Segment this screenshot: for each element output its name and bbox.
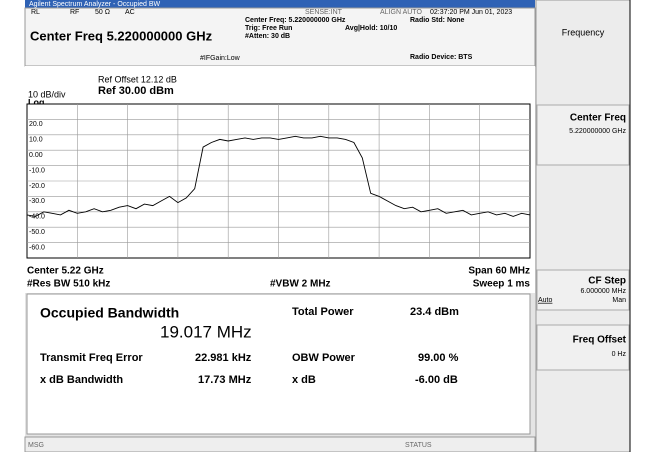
coupling: AC bbox=[125, 9, 135, 16]
obw-power-label: OBW Power bbox=[292, 352, 356, 364]
atten: #Atten: 30 dB bbox=[245, 33, 290, 40]
man[interactable]: Man bbox=[612, 297, 626, 304]
y-tick-label: 10.0 bbox=[29, 137, 43, 144]
center-freq-info: Center Freq: 5.220000000 GHz bbox=[245, 17, 346, 24]
xdb-bw-value: 17.73 MHz bbox=[198, 374, 252, 386]
span: Span 60 MHz bbox=[468, 266, 530, 277]
msg: MSG bbox=[28, 442, 44, 449]
auto[interactable]: Auto bbox=[538, 297, 553, 304]
cf-step-button[interactable]: CF Step 6.000000 MHz Auto Man bbox=[536, 269, 630, 311]
button-value[interactable]: 6.000000 MHz bbox=[580, 288, 626, 295]
results-panel bbox=[26, 293, 531, 435]
ref-level: Ref 30.00 dBm bbox=[98, 85, 174, 97]
status-bar bbox=[24, 436, 536, 452]
button-label[interactable]: CF Step bbox=[588, 276, 626, 287]
status: STATUS bbox=[405, 442, 432, 449]
impedance: 50 Ω bbox=[95, 9, 110, 16]
ref-offset: Ref Offset 12.12 dB bbox=[98, 74, 177, 84]
y-tick-label: 0.00 bbox=[29, 152, 43, 159]
tfe-label: Transmit Freq Error bbox=[40, 352, 143, 364]
trace bbox=[26, 135, 531, 217]
info-panel bbox=[24, 7, 536, 67]
res-bw: #Res BW 510 kHz bbox=[27, 279, 110, 290]
plot: 20.0 10.0 0.00 -10.0 -20.0 -30.0 -40.0 -50.0 -60… bbox=[26, 104, 531, 258]
total-power-label: Total Power bbox=[292, 306, 354, 318]
button-bg[interactable] bbox=[536, 324, 630, 371]
title-bar bbox=[25, 0, 535, 8]
if-gain: #IFGain:Low bbox=[200, 55, 241, 62]
menu-title: Frequency bbox=[562, 27, 605, 37]
obw-power-value: 99.00 % bbox=[418, 352, 459, 364]
y-tick-label: -10.0 bbox=[29, 167, 45, 174]
button-bg[interactable] bbox=[536, 269, 630, 311]
obw-label: Occupied Bandwidth bbox=[40, 305, 179, 321]
y-tick-label: -60.0 bbox=[29, 244, 45, 251]
freq-offset-button[interactable]: Freq Offset 0 Hz bbox=[536, 324, 630, 371]
xdb-label: x dB bbox=[292, 374, 316, 386]
button-label[interactable]: Center Freq bbox=[570, 113, 626, 124]
xdb-bw-label: x dB Bandwidth bbox=[40, 374, 123, 386]
avg-hold: Avg|Hold: 10/10 bbox=[345, 25, 397, 32]
vbw: #VBW 2 MHz bbox=[270, 279, 331, 290]
trig: Trig: Free Run bbox=[245, 25, 292, 32]
y-tick-label: -50.0 bbox=[29, 229, 45, 236]
radio-std: Radio Std: None bbox=[410, 17, 465, 24]
total-power-value: 23.4 dBm bbox=[410, 306, 459, 318]
center-freq: Center Freq 5.220000000 GHz bbox=[30, 28, 213, 43]
tfe-value: 22.981 kHz bbox=[195, 352, 252, 364]
center-freq-button[interactable]: Center Freq 5.220000000 GHz bbox=[536, 104, 630, 166]
y-tick-label: 20.0 bbox=[29, 121, 43, 128]
obw-value: 19.017 MHz bbox=[160, 322, 252, 341]
xdb-value: -6.00 dB bbox=[415, 374, 458, 386]
sweep: Sweep 1 ms bbox=[473, 279, 531, 290]
app-title: Agilent Spectrum Analyzer - Occupied BW bbox=[29, 1, 161, 8]
scale: 10 dB/div bbox=[28, 89, 66, 99]
y-tick-label: -30.0 bbox=[29, 198, 45, 205]
button-value[interactable]: 0 Hz bbox=[612, 351, 627, 358]
menu-panel bbox=[535, 0, 631, 452]
rl: RL bbox=[31, 9, 40, 16]
center-label: Center 5.22 GHz bbox=[27, 266, 104, 277]
y-tick-label: -40.0 bbox=[29, 214, 45, 221]
timestamp: 02:37:20 PM Jun 01, 2023 bbox=[430, 9, 512, 16]
radio-device: Radio Device: BTS bbox=[410, 54, 473, 61]
y-tick-label: -20.0 bbox=[29, 183, 45, 190]
button-bg[interactable] bbox=[536, 104, 630, 166]
align: ALIGN AUTO bbox=[380, 9, 422, 16]
scale-type: Log bbox=[28, 97, 45, 107]
button-value[interactable]: 5.220000000 GHz bbox=[569, 128, 626, 135]
button-label[interactable]: Freq Offset bbox=[573, 335, 627, 346]
rf: RF bbox=[70, 9, 79, 16]
sense: SENSE:INT bbox=[305, 9, 343, 16]
